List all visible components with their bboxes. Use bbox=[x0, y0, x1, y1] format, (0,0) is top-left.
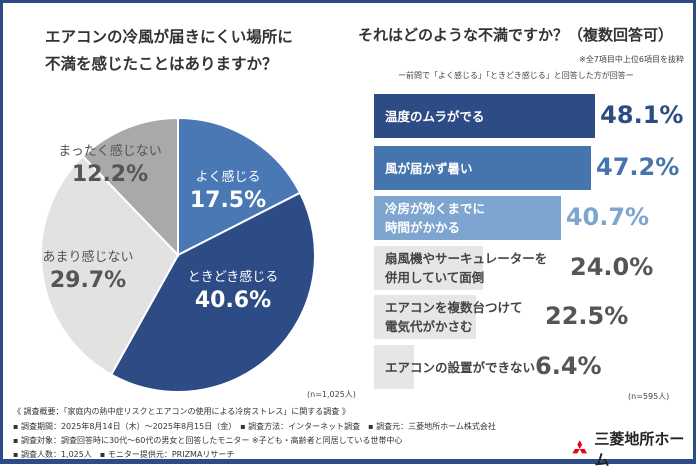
slice-value: 17.5% bbox=[189, 188, 267, 213]
pie-slice bbox=[81, 116, 179, 258]
bar bbox=[373, 145, 592, 191]
slice-value: 12.2% bbox=[71, 162, 149, 187]
bar-label: エアコンの設置ができない bbox=[385, 358, 535, 377]
left-question: エアコンの冷風が届きにくい場所に 不満を感じたことはありますか？ bbox=[45, 28, 293, 73]
three-diamonds-icon bbox=[572, 440, 587, 454]
pie-slice bbox=[40, 154, 180, 376]
bar-label: 風が届かず暑い bbox=[385, 159, 473, 178]
bar-value: 6.4% bbox=[535, 352, 602, 380]
pie-slice-label: あまり感じない 29.7% bbox=[28, 248, 148, 294]
bar-value: 22.5% bbox=[545, 302, 629, 330]
bar bbox=[373, 245, 485, 291]
pie-slice bbox=[177, 116, 302, 257]
pie-n-label: (n=1,025人) bbox=[307, 390, 356, 399]
slice-category: まったく感じない bbox=[58, 144, 162, 159]
bar bbox=[373, 294, 478, 340]
footer-line-2: ▪ 調査対象：調査回答時に30代～60代の男女と回答したモニター ※子ども・高齢… bbox=[13, 436, 403, 445]
bar-label: 扇風機やサーキュレーターを 併用していて面倒 bbox=[385, 249, 547, 287]
pie-slice-label: まったく感じない 12.2% bbox=[50, 142, 170, 188]
bar bbox=[373, 344, 415, 390]
slice-category: あまり感じない bbox=[42, 250, 134, 265]
footer-line-3: ▪ 調査人数：1,025人 ▪ モニター提供元：PRIZMAリサーチ bbox=[13, 450, 235, 459]
right-note-excerpt: ※全7項目中上位6項目を抜粋 bbox=[579, 55, 684, 64]
bar-label-line: エアコンの設置ができない bbox=[385, 359, 536, 375]
right-question: それはどのような不満ですか？（複数回答可） bbox=[358, 26, 674, 44]
bar-value: 24.0% bbox=[570, 253, 654, 281]
bar-n-label: (n=595人) bbox=[628, 392, 670, 401]
bar-label: 温度のムラがでる bbox=[385, 107, 484, 126]
footer-title: 《 調査概要：「家庭内の熱中症リスクとエアコンの使用による冷房ストレス」に関する… bbox=[13, 407, 350, 416]
right-note-respondents: ー前問で「よく感じる」「ときどき感じる」と回答した方が回答ー bbox=[398, 71, 634, 80]
pie-chart bbox=[40, 116, 316, 393]
bar-label-line: 温度のムラがでる bbox=[385, 108, 485, 124]
slice-category: よく感じる bbox=[195, 170, 261, 185]
pie-slice bbox=[109, 191, 316, 393]
bar-value: 48.1% bbox=[600, 101, 684, 129]
bar bbox=[373, 93, 597, 139]
bar-label-line: 扇風機やサーキュレーターを bbox=[385, 251, 548, 266]
bar-label: 冷房が効くまでに 時間がかかる bbox=[385, 199, 485, 237]
bar-value: 47.2% bbox=[596, 153, 680, 181]
bar-label-line: 風が届かず暑い bbox=[385, 160, 473, 176]
bar bbox=[373, 195, 562, 241]
slice-value: 40.6% bbox=[194, 288, 272, 313]
pie-slice-label: よく感じる 17.5% bbox=[168, 168, 288, 214]
bar-label: エアコンを複数台つけて 電気代がかさむ bbox=[385, 298, 523, 336]
bar-label-line: 冷房が効くまでに bbox=[385, 201, 486, 216]
bar-value: 40.7% bbox=[565, 203, 650, 231]
bar-label-line: 併用していて面倒 bbox=[385, 270, 485, 285]
bar-label-line: 電気代がかさむ bbox=[385, 319, 473, 334]
footer-line-1: ▪ 調査期間：2025年8月14日（木）～2025年8月15日（金） ▪ 調査方… bbox=[13, 422, 496, 431]
slice-category: ときどき感じる bbox=[187, 270, 279, 285]
pie-slice-label: ときどき感じる 40.6% bbox=[173, 268, 293, 314]
slice-value: 29.7% bbox=[49, 268, 127, 293]
bar-label-line: 時間がかかる bbox=[385, 220, 461, 235]
bar-label-line: エアコンを複数台つけて bbox=[385, 300, 523, 315]
